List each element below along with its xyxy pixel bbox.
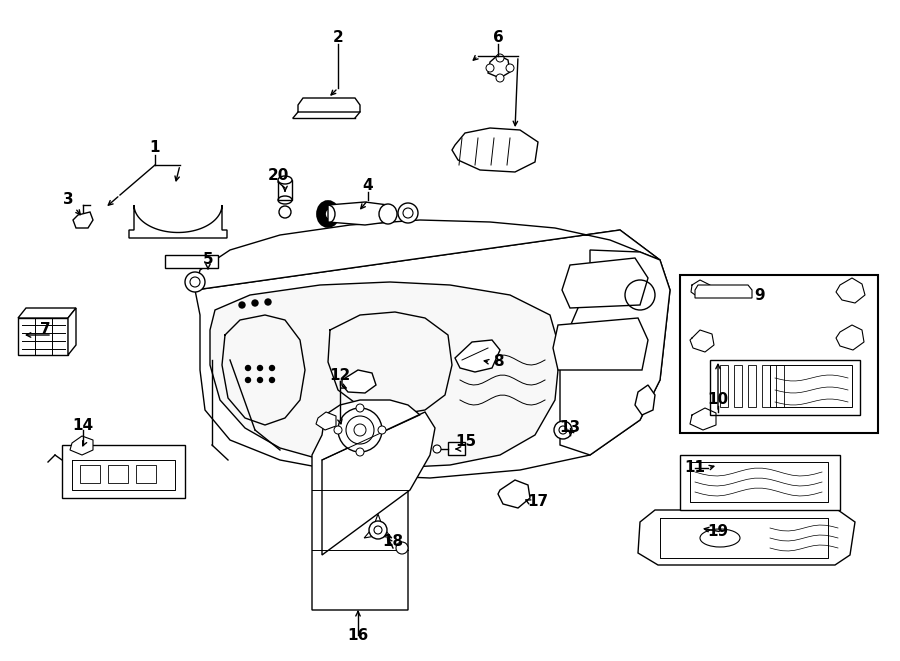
Text: 11: 11 xyxy=(685,461,706,475)
Bar xyxy=(748,365,756,407)
Text: 2: 2 xyxy=(333,30,344,46)
Polygon shape xyxy=(455,340,500,372)
Text: 6: 6 xyxy=(492,30,503,46)
Polygon shape xyxy=(364,530,378,538)
Polygon shape xyxy=(68,308,76,355)
Polygon shape xyxy=(553,318,648,370)
Circle shape xyxy=(356,448,364,456)
Polygon shape xyxy=(18,308,76,318)
Circle shape xyxy=(239,302,245,308)
Polygon shape xyxy=(680,455,840,510)
Text: 18: 18 xyxy=(382,535,403,549)
Bar xyxy=(108,465,128,483)
Polygon shape xyxy=(710,360,860,415)
Ellipse shape xyxy=(379,204,397,224)
Bar xyxy=(680,275,878,433)
Ellipse shape xyxy=(321,205,335,223)
Polygon shape xyxy=(322,412,435,555)
Circle shape xyxy=(269,366,274,371)
Polygon shape xyxy=(836,278,865,303)
Circle shape xyxy=(369,521,387,539)
Text: 7: 7 xyxy=(40,323,50,338)
Polygon shape xyxy=(195,230,670,478)
Circle shape xyxy=(486,64,494,72)
Circle shape xyxy=(338,408,382,452)
Polygon shape xyxy=(378,530,392,538)
Text: 9: 9 xyxy=(755,288,765,303)
Text: 4: 4 xyxy=(363,178,374,192)
Circle shape xyxy=(257,366,263,371)
Circle shape xyxy=(396,542,408,554)
Polygon shape xyxy=(488,55,510,78)
Polygon shape xyxy=(210,282,560,468)
Circle shape xyxy=(246,377,250,383)
Text: 5: 5 xyxy=(202,253,213,268)
Circle shape xyxy=(279,206,291,218)
Bar xyxy=(136,465,156,483)
Circle shape xyxy=(398,203,418,223)
Circle shape xyxy=(554,421,572,439)
Polygon shape xyxy=(638,510,855,565)
Polygon shape xyxy=(328,202,388,225)
Circle shape xyxy=(334,426,342,434)
Polygon shape xyxy=(836,325,864,350)
Circle shape xyxy=(257,377,263,383)
Circle shape xyxy=(506,64,514,72)
Bar xyxy=(776,365,784,407)
Polygon shape xyxy=(70,436,93,455)
Polygon shape xyxy=(448,442,465,455)
Polygon shape xyxy=(195,220,660,290)
Bar xyxy=(770,365,852,407)
Bar xyxy=(80,465,100,483)
Bar xyxy=(720,365,728,407)
Text: 10: 10 xyxy=(707,393,729,407)
Polygon shape xyxy=(62,445,185,498)
Text: 8: 8 xyxy=(492,354,503,369)
Circle shape xyxy=(496,74,504,82)
Circle shape xyxy=(496,54,504,62)
Polygon shape xyxy=(316,412,336,430)
Polygon shape xyxy=(342,370,376,393)
Polygon shape xyxy=(278,180,292,200)
Polygon shape xyxy=(165,255,218,268)
Text: 17: 17 xyxy=(527,494,549,510)
Circle shape xyxy=(356,404,364,412)
Polygon shape xyxy=(562,258,648,308)
Text: 20: 20 xyxy=(267,167,289,182)
Text: 3: 3 xyxy=(63,192,73,208)
Text: 12: 12 xyxy=(329,368,351,383)
Polygon shape xyxy=(375,514,381,530)
Polygon shape xyxy=(312,400,420,610)
Bar xyxy=(734,365,742,407)
Text: 19: 19 xyxy=(707,524,729,539)
Circle shape xyxy=(269,377,274,383)
Text: 16: 16 xyxy=(347,627,369,642)
Polygon shape xyxy=(695,285,752,298)
Circle shape xyxy=(252,300,258,306)
Text: 15: 15 xyxy=(455,434,477,449)
Text: 1: 1 xyxy=(149,141,160,155)
Polygon shape xyxy=(73,212,93,228)
Circle shape xyxy=(246,366,250,371)
Circle shape xyxy=(433,445,441,453)
Polygon shape xyxy=(635,385,655,415)
Polygon shape xyxy=(298,98,360,112)
Circle shape xyxy=(265,299,271,305)
Text: 14: 14 xyxy=(72,418,94,432)
Bar xyxy=(762,365,770,407)
Circle shape xyxy=(378,426,386,434)
Circle shape xyxy=(185,272,205,292)
Polygon shape xyxy=(560,250,670,455)
Polygon shape xyxy=(18,318,68,355)
Text: 13: 13 xyxy=(560,420,580,436)
Polygon shape xyxy=(498,480,530,508)
Polygon shape xyxy=(452,128,538,172)
Polygon shape xyxy=(129,205,227,238)
Ellipse shape xyxy=(278,176,292,184)
